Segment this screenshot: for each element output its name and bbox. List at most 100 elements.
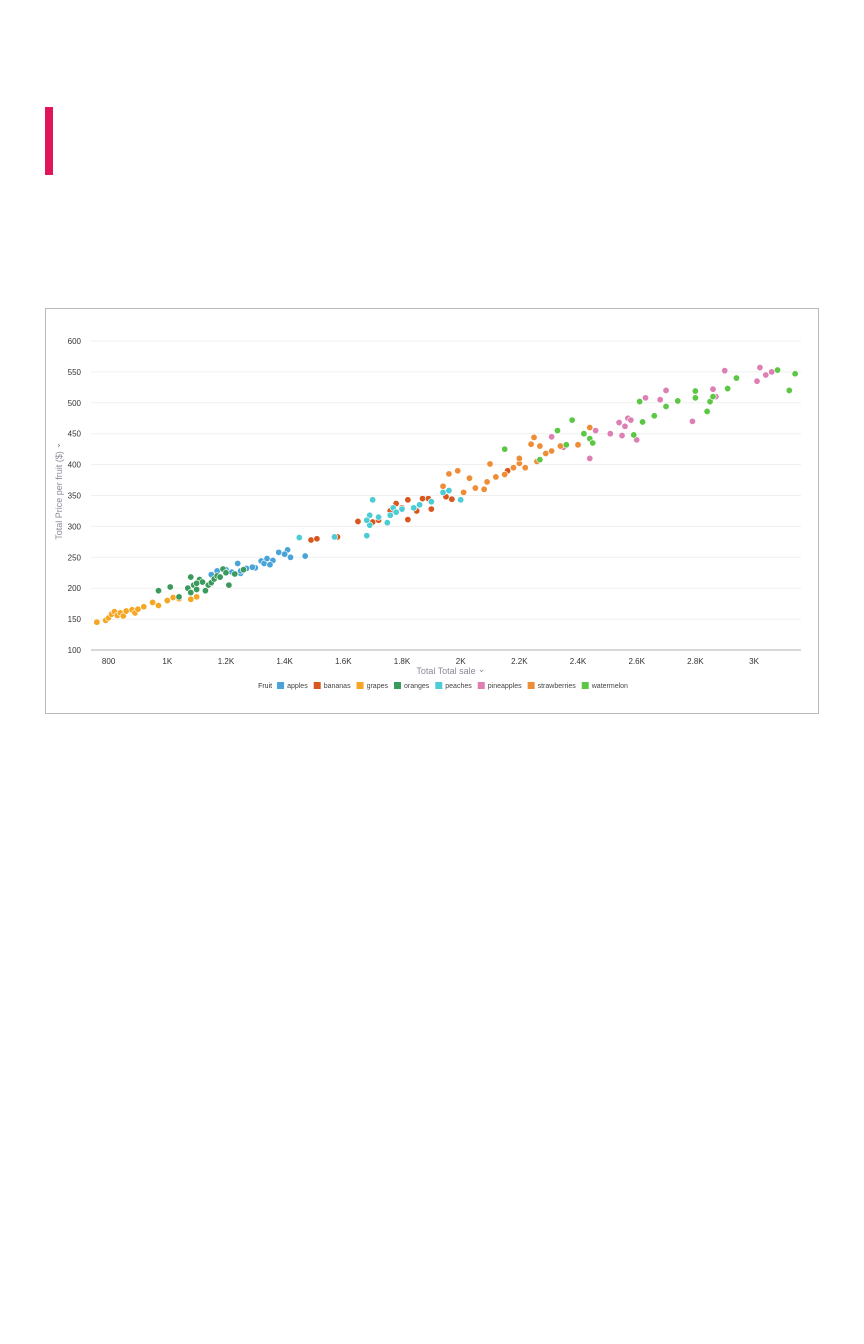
data-point[interactable] bbox=[222, 569, 230, 577]
y-axis-chevron-icon[interactable]: ⌄ bbox=[52, 442, 62, 450]
legend-item-oranges[interactable]: oranges bbox=[393, 682, 430, 690]
legend-item-bananas[interactable]: bananas bbox=[313, 682, 351, 690]
data-point[interactable] bbox=[398, 505, 406, 513]
data-point[interactable] bbox=[662, 403, 670, 411]
data-point[interactable] bbox=[266, 561, 274, 569]
data-point[interactable] bbox=[363, 516, 371, 524]
data-point[interactable] bbox=[721, 367, 729, 375]
data-point[interactable] bbox=[187, 573, 195, 581]
data-point[interactable] bbox=[427, 505, 435, 513]
data-point[interactable] bbox=[691, 387, 699, 395]
legend-item-strawberries[interactable]: strawberries bbox=[527, 682, 577, 690]
data-point[interactable] bbox=[427, 498, 435, 506]
data-point[interactable] bbox=[410, 504, 418, 512]
data-point[interactable] bbox=[231, 570, 239, 578]
data-point[interactable] bbox=[439, 488, 447, 496]
data-point[interactable] bbox=[691, 394, 699, 402]
data-point[interactable] bbox=[134, 605, 142, 613]
legend-item-watermelon[interactable]: watermelon bbox=[581, 682, 628, 690]
data-point[interactable] bbox=[592, 427, 600, 435]
data-point[interactable] bbox=[122, 607, 130, 615]
data-point[interactable] bbox=[556, 442, 564, 450]
x-axis-chevron-icon[interactable]: ⌄ bbox=[478, 664, 486, 674]
legend-item-pineapples[interactable]: pineapples bbox=[477, 682, 522, 690]
data-point[interactable] bbox=[149, 598, 157, 606]
data-point[interactable] bbox=[501, 445, 509, 453]
data-point[interactable] bbox=[709, 393, 717, 401]
data-point[interactable] bbox=[509, 464, 517, 472]
data-point[interactable] bbox=[515, 454, 523, 462]
data-point[interactable] bbox=[688, 417, 696, 425]
data-point[interactable] bbox=[791, 370, 799, 378]
data-point[interactable] bbox=[281, 550, 289, 558]
y-axis-title[interactable]: Total Price per fruit ($) bbox=[54, 451, 64, 540]
data-point[interactable] bbox=[568, 416, 576, 424]
data-point[interactable] bbox=[307, 536, 315, 544]
data-point[interactable] bbox=[331, 533, 339, 541]
data-point[interactable] bbox=[404, 516, 412, 524]
data-point[interactable] bbox=[404, 496, 412, 504]
data-point[interactable] bbox=[454, 467, 462, 475]
data-point[interactable] bbox=[536, 456, 544, 464]
data-point[interactable] bbox=[263, 555, 271, 563]
y-axis-title-group[interactable]: Total Price per fruit ($) ⌄ bbox=[52, 442, 64, 540]
data-point[interactable] bbox=[448, 495, 456, 503]
data-point[interactable] bbox=[480, 485, 488, 493]
legend-item-apples[interactable]: apples bbox=[277, 682, 308, 690]
data-point[interactable] bbox=[639, 418, 647, 426]
data-point[interactable] bbox=[486, 460, 494, 468]
data-point[interactable] bbox=[187, 595, 195, 603]
data-point[interactable] bbox=[234, 559, 242, 567]
data-point[interactable] bbox=[501, 470, 509, 478]
data-point[interactable] bbox=[201, 587, 209, 595]
data-point[interactable] bbox=[169, 593, 177, 601]
data-point[interactable] bbox=[193, 579, 201, 587]
data-point[interactable] bbox=[363, 532, 371, 540]
data-point[interactable] bbox=[313, 535, 321, 543]
data-point[interactable] bbox=[175, 593, 183, 601]
data-point[interactable] bbox=[618, 432, 626, 440]
data-point[interactable] bbox=[674, 397, 682, 405]
data-point[interactable] bbox=[445, 470, 453, 478]
data-point[interactable] bbox=[636, 398, 644, 406]
data-point[interactable] bbox=[416, 501, 424, 509]
data-point[interactable] bbox=[553, 427, 561, 435]
data-point[interactable] bbox=[615, 419, 623, 427]
data-point[interactable] bbox=[386, 511, 394, 519]
data-point[interactable] bbox=[756, 364, 764, 372]
data-point[interactable] bbox=[703, 407, 711, 415]
data-point[interactable] bbox=[774, 366, 782, 374]
data-point[interactable] bbox=[724, 385, 732, 393]
data-point[interactable] bbox=[630, 431, 638, 439]
data-point[interactable] bbox=[548, 433, 556, 441]
data-point[interactable] bbox=[354, 517, 362, 525]
data-point[interactable] bbox=[193, 593, 201, 601]
data-point[interactable] bbox=[642, 394, 650, 402]
data-point[interactable] bbox=[650, 412, 658, 420]
data-point[interactable] bbox=[445, 487, 453, 495]
data-point[interactable] bbox=[627, 416, 635, 424]
data-point[interactable] bbox=[193, 585, 201, 593]
data-point[interactable] bbox=[93, 618, 101, 626]
data-point[interactable] bbox=[536, 442, 544, 450]
data-point[interactable] bbox=[275, 548, 283, 556]
data-point[interactable] bbox=[287, 553, 295, 561]
data-point[interactable] bbox=[562, 441, 570, 449]
data-point[interactable] bbox=[154, 602, 162, 610]
data-point[interactable] bbox=[216, 573, 224, 581]
data-point[interactable] bbox=[483, 478, 491, 486]
data-point[interactable] bbox=[457, 496, 465, 504]
data-point[interactable] bbox=[439, 482, 447, 490]
data-point[interactable] bbox=[527, 440, 535, 448]
data-point[interactable] bbox=[163, 597, 171, 605]
data-point[interactable] bbox=[548, 447, 556, 455]
data-point[interactable] bbox=[732, 374, 740, 382]
data-point[interactable] bbox=[419, 495, 427, 503]
data-point[interactable] bbox=[140, 603, 148, 611]
data-point[interactable] bbox=[392, 508, 400, 516]
data-point[interactable] bbox=[662, 386, 670, 394]
data-point[interactable] bbox=[225, 581, 233, 589]
data-point[interactable] bbox=[369, 496, 377, 504]
data-point[interactable] bbox=[295, 534, 303, 542]
data-point[interactable] bbox=[768, 368, 776, 376]
